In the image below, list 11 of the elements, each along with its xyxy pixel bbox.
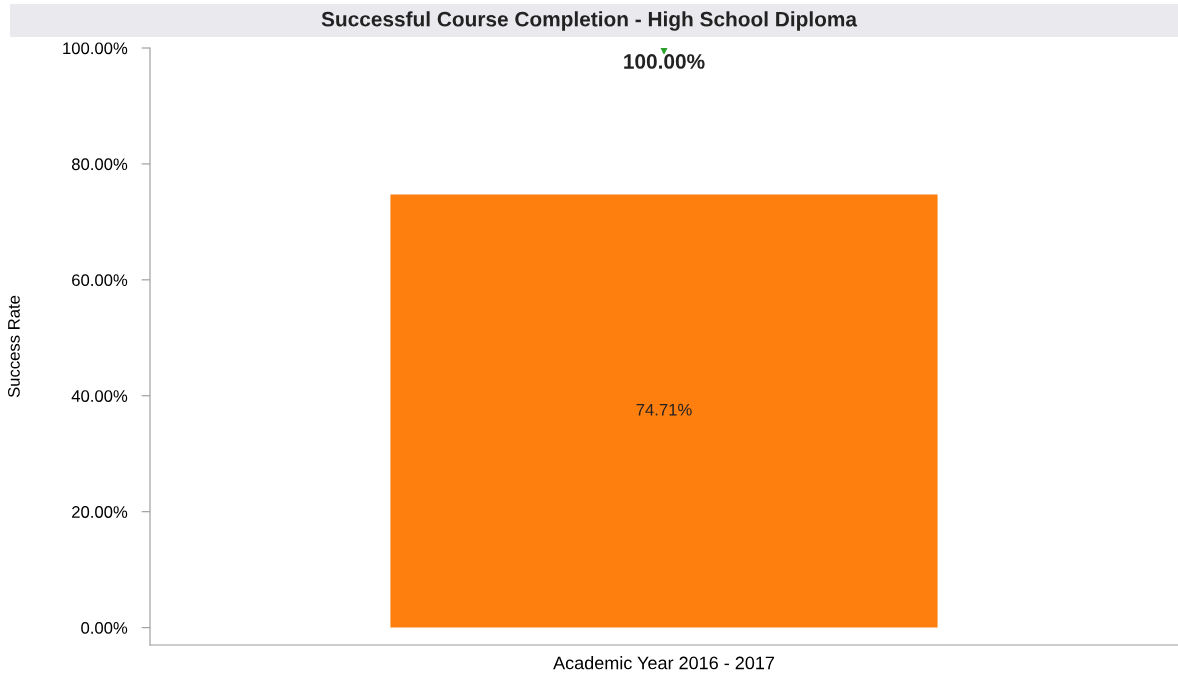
data-label: 74.71% bbox=[636, 403, 692, 416]
x-tick-label: Academic Year 2016 - 2017 bbox=[553, 656, 775, 670]
y-tick-label: 20.00% bbox=[72, 506, 128, 518]
data-label: 100.00% bbox=[624, 54, 705, 69]
chart-title: Successful Course Completion - High School Diploma bbox=[321, 11, 858, 31]
y-tick-label: 80.00% bbox=[71, 158, 128, 171]
y-tick-label: 60.00% bbox=[72, 274, 128, 287]
y-tick-label: 0.00% bbox=[81, 622, 128, 634]
y-tick-label: 40.00% bbox=[71, 390, 128, 402]
y-tick-label: 100.00% bbox=[63, 42, 128, 55]
y-axis-title: Success Rate bbox=[8, 295, 20, 398]
